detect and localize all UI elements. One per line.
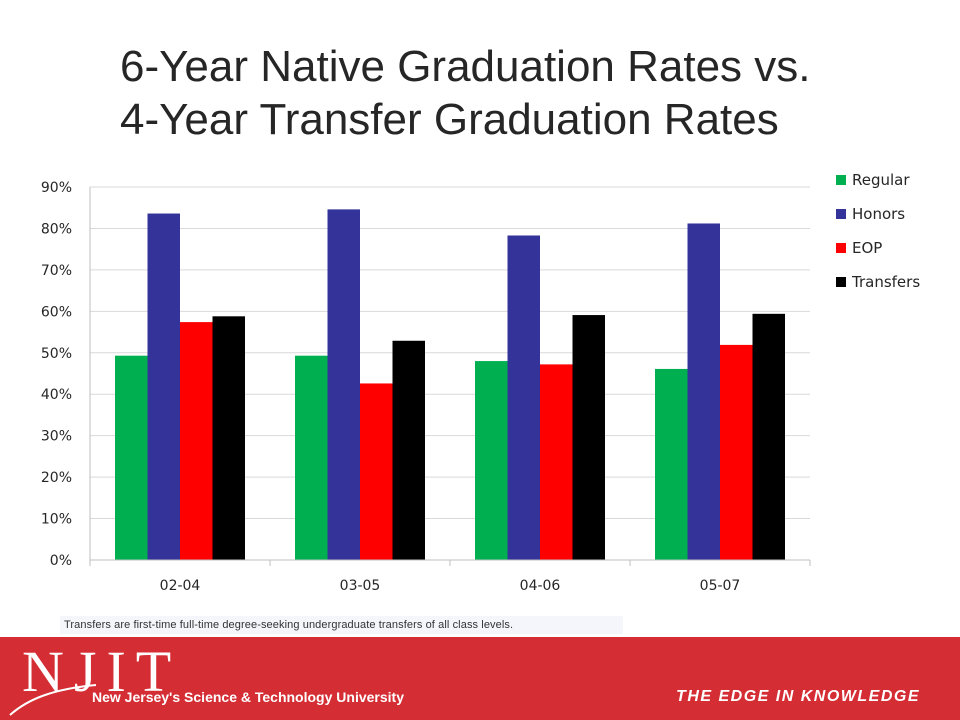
bar-eop-02-04 <box>180 322 213 560</box>
legend-swatch-honors <box>836 209 846 219</box>
x-category-label: 05-07 <box>700 578 741 594</box>
bar-transfers-05-07 <box>752 313 785 560</box>
bar-honors-05-07 <box>687 223 720 560</box>
footnote: Transfers are first-time full-time degre… <box>60 616 623 634</box>
y-tick-label: 90% <box>41 180 72 196</box>
bar-transfers-03-05 <box>392 340 425 560</box>
legend-label-eop: EOP <box>852 239 882 257</box>
x-category-label: 04-06 <box>520 578 561 594</box>
chart-legend: Regular Honors EOP Transfers <box>836 171 920 291</box>
y-tick-label: 80% <box>41 221 72 237</box>
title-line-2: 4-Year Transfer Graduation Rates <box>120 95 779 144</box>
title-line-1: 6-Year Native Graduation Rates vs. <box>120 42 811 91</box>
y-tick-label: 70% <box>41 263 72 279</box>
x-category-label: 03-05 <box>340 578 381 594</box>
legend-label-honors: Honors <box>852 205 905 223</box>
bar-regular-03-05 <box>295 355 328 560</box>
y-tick-label: 60% <box>41 304 72 320</box>
bar-transfers-04-06 <box>572 315 605 560</box>
bar-eop-04-06 <box>540 364 573 560</box>
bar-chart: 0% 10% 20% 30% 40% 50% 60% 70% 80% 90% 02-04 03-05… <box>41 171 920 594</box>
y-tick-label: 50% <box>41 346 72 362</box>
y-tick-label: 20% <box>41 470 72 486</box>
logo-swoosh-icon <box>9 684 97 716</box>
legend-swatch-eop <box>836 243 846 253</box>
y-tick-label: 0% <box>50 553 72 569</box>
bar-transfers-02-04 <box>212 316 245 560</box>
bar-regular-05-07 <box>655 368 688 560</box>
y-tick-label: 30% <box>41 429 72 445</box>
logo-tagline: New Jersey's Science & Technology Univer… <box>92 689 404 705</box>
bar-honors-03-05 <box>327 209 360 560</box>
y-tick-label: 40% <box>41 387 72 403</box>
njit-logo: NJIT <box>22 639 182 704</box>
bar-honors-04-06 <box>507 235 540 560</box>
bar-honors-02-04 <box>147 213 180 560</box>
y-tick-label: 10% <box>41 512 72 528</box>
slogan: THE EDGE IN KNOWLEDGE <box>676 688 920 705</box>
x-axis: 02-04 03-05 04-06 05-07 <box>89 559 811 594</box>
legend-label-transfers: Transfers <box>851 273 920 291</box>
footer-bar: NJIT New Jersey's Science & Technology U… <box>0 637 960 720</box>
legend-swatch-regular <box>836 175 846 185</box>
bar-regular-04-06 <box>475 361 508 560</box>
bar-eop-03-05 <box>360 383 393 560</box>
x-category-label: 02-04 <box>160 578 201 594</box>
legend-swatch-transfers <box>836 277 846 287</box>
bar-eop-05-07 <box>720 344 753 560</box>
chart-bars <box>115 209 785 560</box>
slide-title: 6-Year Native Graduation Rates vs. 4-Yea… <box>120 40 940 146</box>
legend-label-regular: Regular <box>852 171 910 189</box>
bar-regular-02-04 <box>115 355 148 560</box>
y-axis: 0% 10% 20% 30% 40% 50% 60% 70% 80% 90% <box>41 180 91 569</box>
